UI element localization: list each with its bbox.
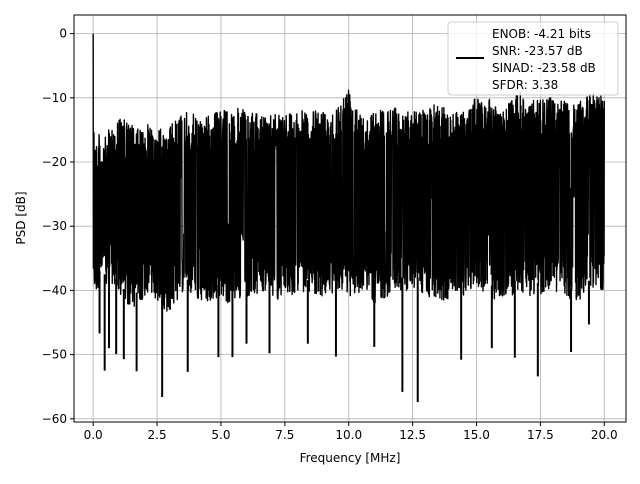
y-tick-label: 0 [59, 27, 67, 41]
legend-entry-snr: SNR: -23.57 dB [492, 44, 583, 58]
y-axis-label: PSD [dB] [14, 191, 28, 244]
y-tick-label: −50 [42, 348, 67, 362]
x-tick-label: 20.0 [591, 428, 618, 442]
y-tick-label: −30 [42, 219, 67, 233]
psd-line [92, 33, 605, 312]
y-axis: 0 −10 −20 −30 −40 −50 −60 [42, 27, 74, 426]
x-tick-label: 2.5 [148, 428, 167, 442]
x-tick-label: 5.0 [211, 428, 230, 442]
legend-box [447, 21, 619, 96]
series-psd [92, 33, 605, 403]
y-tick-label: −10 [42, 91, 67, 105]
y-tick-label: −40 [42, 283, 67, 297]
legend: ENOB: -4.21 bits SNR: -23.57 dB SINAD: -… [447, 21, 619, 96]
x-tick-label: 10.0 [335, 428, 362, 442]
x-tick-label: 15.0 [463, 428, 490, 442]
y-tick-label: −60 [42, 412, 67, 426]
x-tick-label: 12.5 [399, 428, 426, 442]
x-tick-label: 7.5 [275, 428, 294, 442]
legend-entry-sfdr: SFDR: 3.38 [492, 78, 558, 92]
legend-entry-enob: ENOB: -4.21 bits [492, 27, 591, 41]
x-tick-label: 0.0 [84, 428, 103, 442]
x-tick-label: 17.5 [527, 428, 554, 442]
legend-entry-sinad: SINAD: -23.58 dB [492, 61, 596, 75]
y-tick-label: −20 [42, 155, 67, 169]
x-axis-label: Frequency [MHz] [300, 451, 401, 465]
plot-frame [73, 14, 627, 423]
x-axis: 0.0 2.5 5.0 7.5 10.0 12.5 15.0 17.5 20.0 [84, 422, 618, 442]
